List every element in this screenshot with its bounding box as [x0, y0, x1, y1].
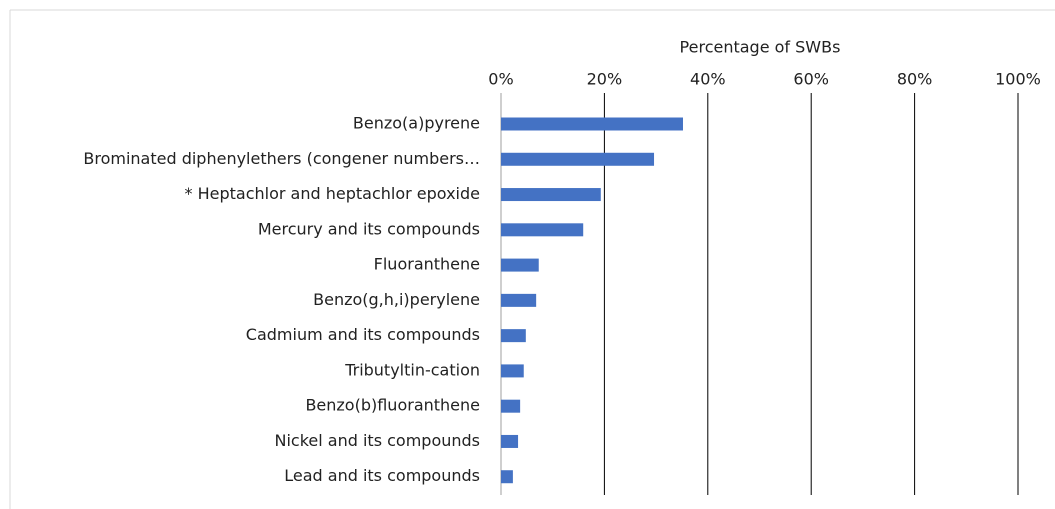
y-tick-label: Nickel and its compounds — [275, 431, 481, 450]
bar — [501, 258, 539, 272]
y-tick-label: Brominated diphenylethers (congener numb… — [83, 149, 480, 168]
bar — [501, 223, 584, 237]
bar — [501, 329, 526, 343]
bar — [501, 188, 601, 202]
y-tick-label: Lead and its compounds — [284, 466, 480, 485]
bar — [501, 434, 519, 448]
bar — [501, 470, 513, 484]
x-tick-label: 20% — [587, 70, 623, 89]
y-tick-label: Mercury and its compounds — [258, 219, 480, 238]
bar — [501, 293, 537, 307]
y-tick-label: Benzo(b)fluoranthene — [305, 396, 480, 415]
bar — [501, 117, 683, 131]
y-tick-label: Fluoranthene — [374, 255, 480, 274]
bar — [501, 399, 521, 413]
y-tick-label: * Heptachlor and heptachlor epoxide — [185, 184, 480, 203]
y-tick-label: Cadmium and its compounds — [246, 325, 480, 344]
y-tick-label: Benzo(a)pyrene — [353, 114, 480, 133]
x-tick-label: 100% — [995, 70, 1041, 89]
axis-title: Percentage of SWBs — [680, 38, 841, 57]
x-tick-label: 80% — [897, 70, 933, 89]
x-tick-label: 60% — [793, 70, 829, 89]
y-tick-label: Tributyltin-cation — [344, 360, 480, 379]
x-tick-label: 40% — [690, 70, 726, 89]
bar — [501, 364, 524, 378]
x-tick-label: 0% — [488, 70, 513, 89]
y-tick-label: Benzo(g,h,i)perylene — [313, 290, 480, 309]
bar — [501, 152, 655, 166]
